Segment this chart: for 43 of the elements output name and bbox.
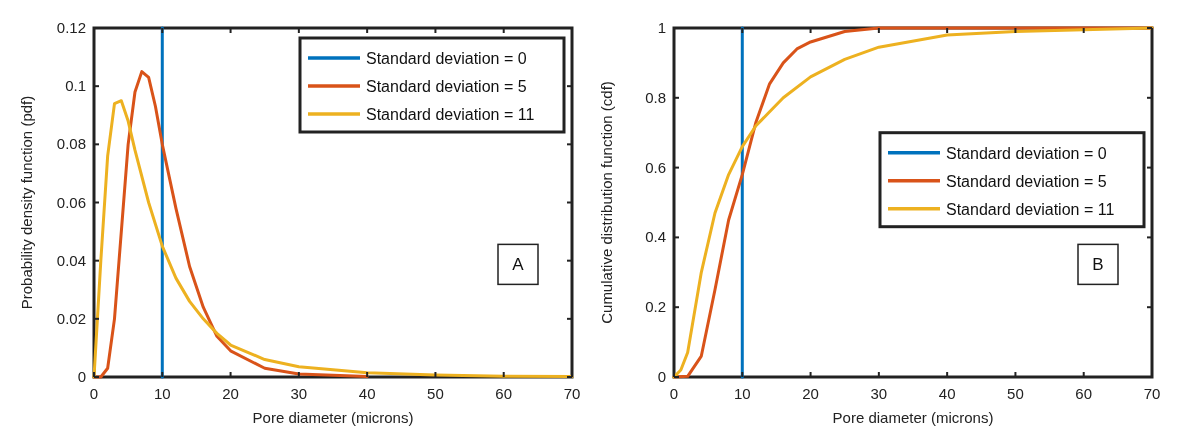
- legend-label: Standard deviation = 0: [946, 144, 1107, 162]
- y-tick-label: 0.02: [56, 309, 86, 327]
- x-tick-label: 60: [495, 385, 513, 402]
- y-axis-title: Cumulative distribution function (cdf): [598, 81, 615, 324]
- x-tick-label: 10: [153, 385, 171, 402]
- y-tick-label: 0: [77, 368, 86, 385]
- legend-label: Standard deviation = 11: [366, 106, 535, 123]
- x-tick-label: 70: [1143, 385, 1161, 402]
- x-tick-label: 50: [1007, 385, 1024, 402]
- x-tick-label: 50: [427, 385, 444, 402]
- x-tick-label: 40: [938, 385, 956, 402]
- x-tick-label: 30: [870, 385, 888, 402]
- x-tick-label: 0: [669, 385, 679, 402]
- y-tick-label: 0.1: [65, 77, 86, 95]
- line-series: [92, 70, 369, 379]
- y-tick-label: 0.4: [645, 228, 666, 246]
- annotation: A: [512, 255, 525, 275]
- y-tick-label: 0.08: [56, 135, 86, 153]
- y-tick-label: 0.04: [56, 251, 86, 269]
- line-series: [92, 99, 574, 379]
- x-axis-title: Pore diameter (microns): [832, 409, 994, 426]
- y-axis-title: Probability density function (pdf): [18, 95, 35, 310]
- y-tick-label: 0: [657, 368, 666, 385]
- y-tick-label: 0.12: [56, 19, 86, 36]
- x-tick-label: 20: [802, 385, 819, 402]
- x-tick-label: 30: [290, 385, 308, 402]
- x-tick-label: 0: [89, 385, 99, 402]
- y-tick-label: 1: [657, 19, 666, 36]
- y-tick-label: 0.8: [645, 88, 666, 106]
- y-tick-label: 0.06: [56, 193, 86, 211]
- x-tick-label: 10: [733, 385, 751, 402]
- x-axis-title: Pore diameter (microns): [252, 409, 414, 426]
- y-tick-label: 0.2: [645, 298, 666, 316]
- y-tick-label: 0.6: [645, 158, 666, 176]
- x-tick-label: 70: [563, 385, 581, 402]
- x-tick-label: 20: [222, 385, 239, 402]
- legend-label: Standard deviation = 5: [946, 172, 1107, 190]
- annotation: B: [1092, 255, 1104, 275]
- legend-label: Standard deviation = 5: [366, 78, 527, 95]
- x-tick-label: 60: [1075, 385, 1093, 402]
- x-tick-label: 40: [358, 385, 376, 402]
- legend-label: Standard deviation = 0: [366, 50, 527, 67]
- legend-label: Standard deviation = 11: [946, 200, 1115, 218]
